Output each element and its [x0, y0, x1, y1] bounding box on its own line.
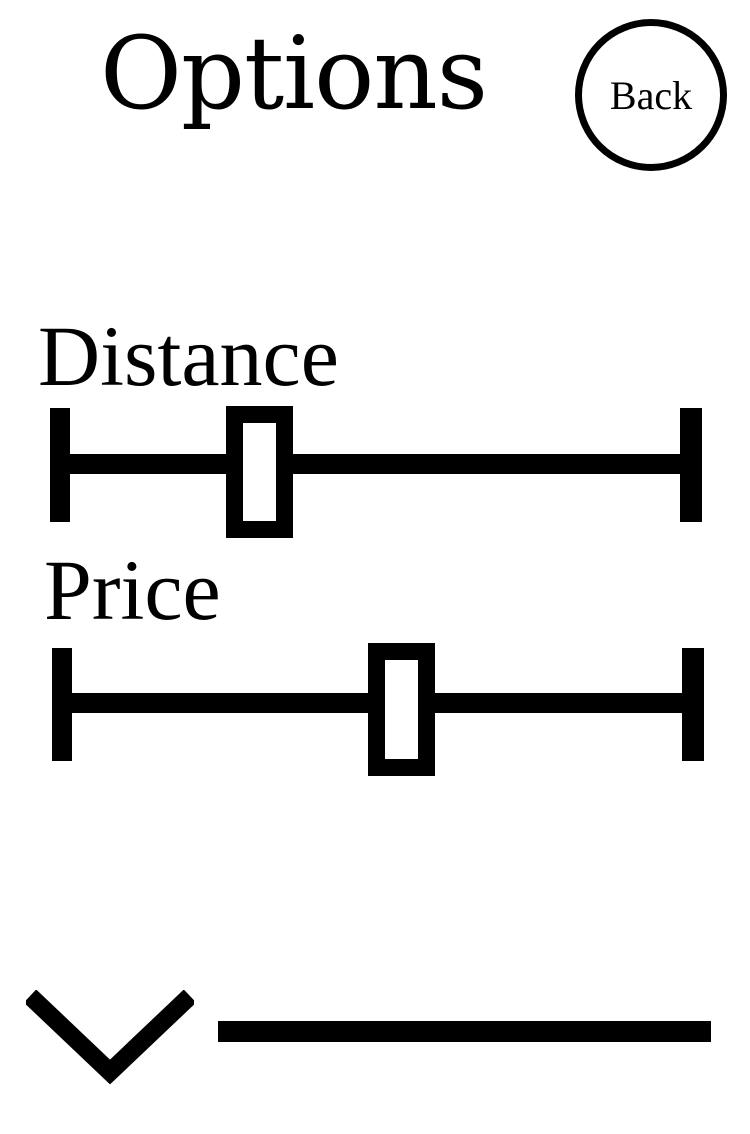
slider-max-cap — [680, 408, 702, 522]
slider-max-cap — [682, 648, 704, 761]
bottom-divider-bar — [218, 1021, 711, 1042]
slider-min-cap — [52, 648, 72, 761]
back-button[interactable]: Back — [575, 19, 727, 171]
page-title: Options — [100, 15, 488, 132]
slider-min-cap — [50, 408, 70, 522]
slider-track[interactable] — [70, 454, 680, 474]
distance-slider-thumb[interactable] — [226, 406, 293, 538]
chevron-down-icon — [23, 989, 197, 1085]
price-slider[interactable] — [52, 643, 704, 776]
price-label: Price — [44, 542, 221, 638]
price-slider-thumb[interactable] — [368, 643, 435, 776]
distance-label: Distance — [38, 308, 339, 404]
collapse-toggle-button[interactable] — [23, 989, 197, 1085]
distance-slider[interactable] — [50, 406, 702, 538]
back-button-label: Back — [609, 72, 693, 118]
